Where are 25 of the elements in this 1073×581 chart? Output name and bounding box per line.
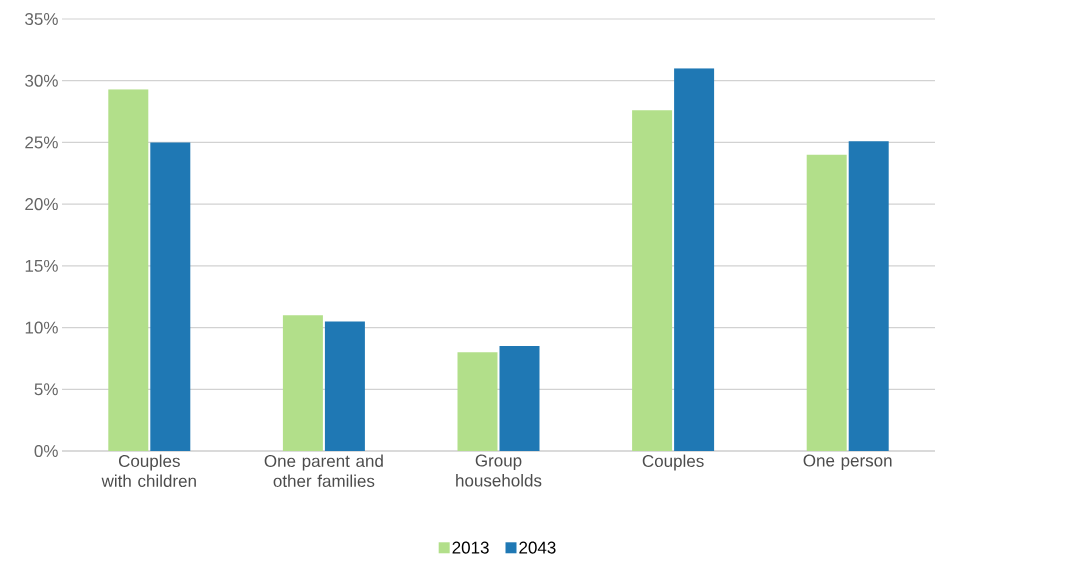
y-tick-label: 25% — [25, 136, 58, 149]
bar — [632, 110, 673, 451]
x-tick-label: Group households — [456, 454, 542, 487]
bar — [806, 154, 847, 451]
bar — [499, 346, 540, 451]
y-tick-label: 15% — [25, 259, 58, 272]
y-tick-label: 10% — [25, 321, 58, 334]
y-tick-label: 35% — [25, 12, 58, 26]
bar — [282, 315, 323, 451]
x-tick-label: One parent and other families — [264, 454, 383, 488]
x-tick-label: Couples with children — [101, 454, 196, 488]
y-tick-label: 0% — [34, 444, 58, 458]
bar — [848, 141, 889, 451]
x-tick-label: One person — [803, 454, 892, 470]
legend-label: 2043 — [519, 541, 556, 554]
y-tick-label: 20% — [25, 198, 58, 211]
bar — [108, 89, 149, 451]
bar — [674, 68, 715, 451]
legend-label: 2013 — [452, 541, 489, 554]
bar — [457, 352, 498, 451]
bar — [150, 142, 191, 451]
bar — [324, 321, 365, 451]
y-tick-label: 5% — [34, 383, 58, 396]
y-tick-label: 30% — [25, 74, 58, 87]
x-tick-label: Couples — [642, 454, 704, 471]
